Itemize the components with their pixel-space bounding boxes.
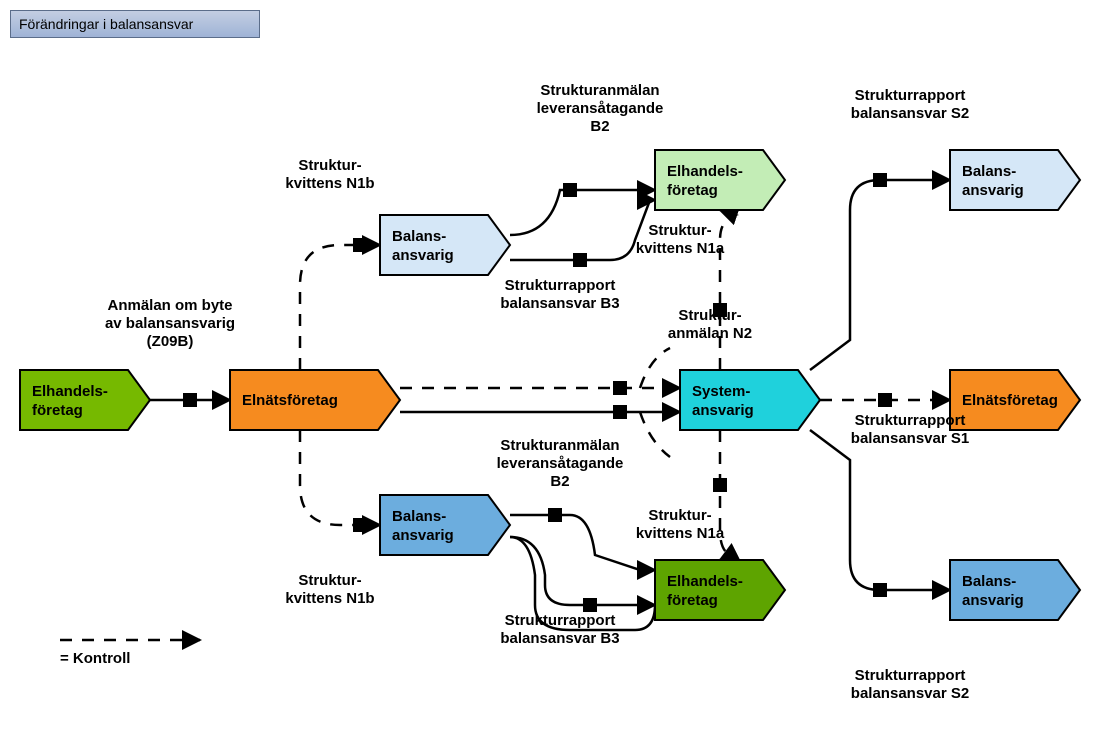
label-l10: Struktur-anmälan N2 — [668, 307, 752, 342]
svg-text:Balans-: Balans- — [962, 573, 1016, 590]
svg-text:kvittens N1b: kvittens N1b — [285, 590, 374, 607]
control-box — [353, 518, 367, 532]
control-box — [878, 393, 892, 407]
node-n2: Elnätsföretag — [230, 370, 400, 430]
control-box — [713, 478, 727, 492]
label-l4: StrukturanmälanleveransåtagandeB2 — [537, 82, 664, 135]
svg-text:Elhandels-: Elhandels- — [32, 383, 108, 400]
label-l5: StrukturanmälanleveransåtagandeB2 — [497, 437, 624, 490]
svg-text:balansansvar B3: balansansvar B3 — [500, 295, 619, 312]
svg-text:Elhandels-: Elhandels- — [667, 163, 743, 180]
control-box — [873, 173, 887, 187]
edge-hook-down — [640, 412, 670, 457]
svg-text:ansvarig: ansvarig — [962, 592, 1024, 609]
edge-n7-n5 — [720, 210, 735, 370]
svg-text:ansvarig: ansvarig — [392, 527, 454, 544]
label-l9: Struktur-kvittens N1a — [636, 507, 725, 542]
svg-text:leveransåtagande: leveransåtagande — [497, 455, 624, 472]
svg-text:företag: företag — [667, 182, 718, 199]
node-n10: Balans-ansvarig — [950, 560, 1080, 620]
svg-text:Elhandels-: Elhandels- — [667, 573, 743, 590]
edge-n2-n4 — [300, 430, 380, 525]
svg-text:System-: System- — [692, 383, 750, 400]
svg-text:balansansvar S1: balansansvar S1 — [851, 430, 969, 447]
svg-text:kvittens N1b: kvittens N1b — [285, 175, 374, 192]
header-title: Förändringar i balansansvar — [19, 16, 193, 32]
control-box — [613, 405, 627, 419]
svg-text:Strukturrapport: Strukturrapport — [855, 87, 966, 104]
label-l7: Strukturrapportbalansansvar B3 — [500, 612, 619, 647]
node-n7: System-ansvarig — [680, 370, 820, 430]
node-n1: Elhandels-företag — [20, 370, 150, 430]
svg-text:balansansvar S2: balansansvar S2 — [851, 685, 969, 702]
edge-n2-n3 — [300, 245, 380, 370]
label-l11: Strukturrapportbalansansvar S2 — [851, 87, 969, 122]
node-n9: Elnätsföretag — [950, 370, 1080, 430]
control-box — [583, 598, 597, 612]
svg-text:Strukturrapport: Strukturrapport — [855, 412, 966, 429]
svg-text:Struktur-: Struktur- — [648, 507, 711, 524]
svg-text:leveransåtagande: leveransåtagande — [537, 100, 664, 117]
label-l2: Struktur-kvittens N1b — [285, 157, 374, 192]
svg-text:balansansvar B3: balansansvar B3 — [500, 630, 619, 647]
label-l3: Struktur-kvittens N1b — [285, 572, 374, 607]
svg-text:Struktur-: Struktur- — [648, 222, 711, 239]
edge-hook-up — [640, 348, 670, 388]
node-n4: Balans-ansvarig — [380, 495, 510, 555]
svg-text:ansvarig: ansvarig — [692, 402, 754, 419]
svg-text:Anmälan om byte: Anmälan om byte — [107, 297, 232, 314]
node-n3: Balans-ansvarig — [380, 215, 510, 275]
label-l6: Strukturrapportbalansansvar B3 — [500, 277, 619, 312]
control-box — [873, 583, 887, 597]
svg-text:ansvarig: ansvarig — [962, 182, 1024, 199]
svg-text:Strukturanmälan: Strukturanmälan — [540, 82, 659, 99]
svg-text:Balans-: Balans- — [962, 163, 1016, 180]
control-box — [353, 238, 367, 252]
label-l12: Strukturrapportbalansansvar S1 — [851, 412, 969, 447]
svg-text:Elnätsföretag: Elnätsföretag — [242, 392, 338, 409]
label-l8: Struktur-kvittens N1a — [636, 222, 725, 257]
edge-n7-n8 — [810, 180, 950, 370]
flow-diagram: Elhandels-företag Elnätsföretag Balans-ans… — [0, 0, 1104, 734]
svg-text:anmälan N2: anmälan N2 — [668, 325, 752, 342]
svg-text:kvittens N1a: kvittens N1a — [636, 240, 725, 257]
svg-text:Strukturrapport: Strukturrapport — [505, 612, 616, 629]
legend-label: = Kontroll — [60, 650, 130, 667]
edge-n7-n10 — [810, 430, 950, 590]
svg-text:kvittens N1a: kvittens N1a — [636, 525, 725, 542]
svg-text:balansansvar S2: balansansvar S2 — [851, 105, 969, 122]
control-box — [183, 393, 197, 407]
control-box — [573, 253, 587, 267]
svg-text:Strukturrapport: Strukturrapport — [855, 667, 966, 684]
control-box — [563, 183, 577, 197]
svg-text:ansvarig: ansvarig — [392, 247, 454, 264]
svg-text:av balansansvarig: av balansansvarig — [105, 315, 235, 332]
control-box — [548, 508, 562, 522]
node-n8: Balans-ansvarig — [950, 150, 1080, 210]
svg-text:Elnätsföretag: Elnätsföretag — [962, 392, 1058, 409]
svg-text:B2: B2 — [590, 118, 609, 135]
node-n6: Elhandels-företag — [655, 560, 785, 620]
svg-text:företag: företag — [667, 592, 718, 609]
svg-text:Struktur-: Struktur- — [678, 307, 741, 324]
legend-text: = Kontroll — [60, 650, 130, 667]
svg-text:Struktur-: Struktur- — [298, 157, 361, 174]
label-l13: Strukturrapportbalansansvar S2 — [851, 667, 969, 702]
edge-n4-n6-low — [510, 537, 655, 605]
svg-text:(Z09B): (Z09B) — [147, 333, 194, 350]
svg-text:Struktur-: Struktur- — [298, 572, 361, 589]
svg-text:Balans-: Balans- — [392, 508, 446, 525]
svg-text:företag: företag — [32, 402, 83, 419]
node-n5: Elhandels-företag — [655, 150, 785, 210]
label-l1: Anmälan om byteav balansansvarig(Z09B) — [105, 297, 235, 350]
control-box — [613, 381, 627, 395]
svg-text:Strukturanmälan: Strukturanmälan — [500, 437, 619, 454]
header-title-box: Förändringar i balansansvar — [10, 10, 260, 38]
svg-text:B2: B2 — [550, 473, 569, 490]
edge-n3-n5-top — [510, 190, 655, 235]
svg-text:Balans-: Balans- — [392, 228, 446, 245]
svg-text:Strukturrapport: Strukturrapport — [505, 277, 616, 294]
